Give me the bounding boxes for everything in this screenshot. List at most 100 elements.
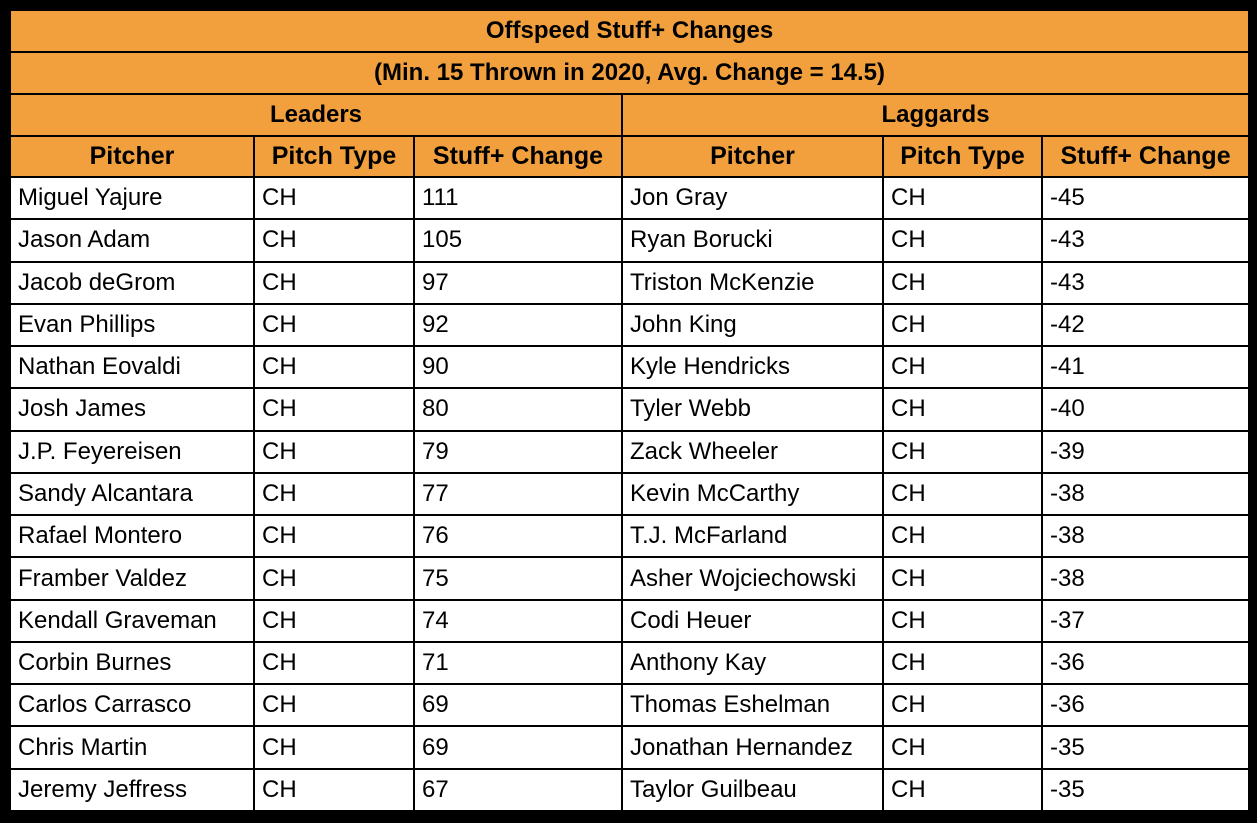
table-row: Carlos Carrasco CH 69 Thomas Eshelman CH -36: [9, 683, 1251, 728]
laggards-stuff-change-header: Stuff+ Change: [1040, 135, 1251, 178]
table-body: Miguel Yajure CH 111 Jon Gray CH -45 Jason Ada…: [9, 175, 1251, 813]
subtitle-row: (Min. 15 Thrown in 2020, Avg. Change = 1…: [8, 51, 1251, 95]
laggards-pitcher-cell: T.J. McFarland: [621, 514, 884, 559]
leaders-heading: Leaders: [9, 93, 623, 137]
leaders-stuff-change-cell: 80: [413, 387, 623, 432]
laggards-stuff-change-cell: -36: [1040, 640, 1251, 686]
leaders-pitch-type-cell: CH: [253, 683, 415, 728]
laggards-pitch-type-cell: CH: [882, 429, 1043, 474]
laggards-stuff-change-cell: -43: [1040, 260, 1251, 305]
leaders-pitch-type-cell: CH: [253, 640, 415, 686]
laggards-pitcher-cell: Zack Wheeler: [621, 429, 884, 474]
table-row: Miguel Yajure CH 111 Jon Gray CH -45: [9, 175, 1251, 221]
leaders-stuff-change-cell: 111: [413, 175, 623, 221]
leaders-pitch-type-cell: CH: [253, 387, 415, 432]
leaders-pitcher-cell: Miguel Yajure: [9, 175, 255, 221]
table-row: Jeremy Jeffress CH 67 Taylor Guilbeau CH -35: [9, 767, 1251, 813]
leaders-pitcher-cell: Framber Valdez: [9, 556, 255, 601]
laggards-stuff-change-cell: -42: [1040, 302, 1251, 348]
leaders-pitcher-cell: Kendall Graveman: [9, 598, 255, 643]
leaders-stuff-change-cell: 69: [413, 725, 623, 770]
leaders-pitch-type-cell: CH: [253, 429, 415, 474]
leaders-pitch-type-cell: CH: [253, 514, 415, 559]
leaders-pitch-type-cell: CH: [253, 598, 415, 643]
laggards-pitch-type-cell: CH: [882, 514, 1043, 559]
laggards-heading: Laggards: [620, 93, 1251, 137]
leaders-pitcher-cell: Evan Phillips: [9, 302, 255, 348]
laggards-pitch-type-cell: CH: [882, 471, 1043, 517]
laggards-stuff-change-cell: -43: [1040, 218, 1251, 263]
leaders-stuff-change-cell: 92: [413, 302, 623, 348]
leaders-pitcher-header: Pitcher: [9, 135, 255, 178]
laggards-pitch-type-cell: CH: [882, 640, 1043, 686]
laggards-stuff-change-cell: -45: [1040, 175, 1251, 221]
table-row: Sandy Alcantara CH 77 Kevin McCarthy CH -38: [9, 471, 1251, 517]
laggards-pitcher-cell: Ryan Borucki: [621, 218, 884, 263]
leaders-pitcher-cell: Jeremy Jeffress: [9, 767, 255, 813]
table-row: Chris Martin CH 69 Jonathan Hernandez CH -35: [9, 725, 1251, 770]
leaders-stuff-change-cell: 79: [413, 429, 623, 474]
laggards-stuff-change-cell: -37: [1040, 598, 1251, 643]
laggards-pitcher-cell: Codi Heuer: [621, 598, 884, 643]
laggards-pitch-type-cell: CH: [882, 345, 1043, 390]
laggards-pitcher-cell: Triston McKenzie: [621, 260, 884, 305]
leaders-pitch-type-cell: CH: [253, 260, 415, 305]
group-header-row: Leaders Laggards: [9, 93, 1251, 137]
laggards-stuff-change-cell: -36: [1040, 683, 1251, 728]
column-header-row: Pitcher Pitch Type Stuff+ Change Pitcher…: [9, 135, 1251, 178]
laggards-stuff-change-cell: -38: [1040, 556, 1251, 601]
laggards-stuff-change-cell: -38: [1040, 471, 1251, 517]
table-row: Evan Phillips CH 92 John King CH -42: [9, 302, 1251, 348]
table-row: Nathan Eovaldi CH 90 Kyle Hendricks CH -41: [9, 345, 1251, 390]
leaders-pitcher-cell: Nathan Eovaldi: [9, 345, 255, 390]
leaders-pitch-type-cell: CH: [253, 725, 415, 770]
stuff-changes-table: Offspeed Stuff+ Changes (Min. 15 Thrown …: [8, 9, 1251, 813]
leaders-pitcher-cell: Corbin Burnes: [9, 640, 255, 686]
leaders-stuff-change-cell: 105: [413, 218, 623, 263]
laggards-pitch-type-cell: CH: [882, 683, 1043, 728]
laggards-pitch-type-cell: CH: [882, 260, 1043, 305]
leaders-pitch-type-cell: CH: [253, 767, 415, 813]
table-row: Kendall Graveman CH 74 Codi Heuer CH -37: [9, 598, 1251, 643]
leaders-stuff-change-cell: 77: [413, 471, 623, 517]
laggards-stuff-change-cell: -40: [1040, 387, 1251, 432]
laggards-pitcher-cell: Tyler Webb: [621, 387, 884, 432]
leaders-stuff-change-cell: 75: [413, 556, 623, 601]
laggards-pitch-type-cell: CH: [882, 725, 1043, 770]
leaders-stuff-change-cell: 97: [413, 260, 623, 305]
laggards-pitcher-cell: Jon Gray: [621, 175, 884, 221]
laggards-pitch-type-cell: CH: [882, 175, 1043, 221]
leaders-pitcher-cell: Josh James: [9, 387, 255, 432]
table-row: Jason Adam CH 105 Ryan Borucki CH -43: [9, 218, 1251, 263]
laggards-pitcher-cell: John King: [621, 302, 884, 348]
leaders-pitcher-cell: Carlos Carrasco: [9, 683, 255, 728]
leaders-pitch-type-cell: CH: [253, 471, 415, 517]
laggards-pitcher-cell: Asher Wojciechowski: [621, 556, 884, 601]
table-row: Framber Valdez CH 75 Asher Wojciechowski CH -…: [9, 556, 1251, 601]
leaders-pitcher-cell: Jason Adam: [9, 218, 255, 263]
laggards-pitch-type-cell: CH: [882, 767, 1043, 813]
title-row: Offspeed Stuff+ Changes: [8, 9, 1251, 53]
laggards-pitcher-cell: Jonathan Hernandez: [621, 725, 884, 770]
table-row: Corbin Burnes CH 71 Anthony Kay CH -36: [9, 640, 1251, 686]
leaders-stuff-change-cell: 69: [413, 683, 623, 728]
leaders-pitch-type-cell: CH: [253, 302, 415, 348]
table-title: Offspeed Stuff+ Changes: [8, 9, 1251, 53]
laggards-pitch-type-cell: CH: [882, 556, 1043, 601]
leaders-stuff-change-cell: 90: [413, 345, 623, 390]
leaders-pitch-type-cell: CH: [253, 175, 415, 221]
leaders-stuff-change-cell: 74: [413, 598, 623, 643]
laggards-pitch-type-header: Pitch Type: [882, 135, 1043, 178]
leaders-pitcher-cell: Rafael Montero: [9, 514, 255, 559]
laggards-stuff-change-cell: -38: [1040, 514, 1251, 559]
leaders-pitcher-cell: J.P. Feyereisen: [9, 429, 255, 474]
laggards-pitch-type-cell: CH: [882, 302, 1043, 348]
laggards-pitch-type-cell: CH: [882, 598, 1043, 643]
table-row: J.P. Feyereisen CH 79 Zack Wheeler CH -39: [9, 429, 1251, 474]
leaders-pitcher-cell: Sandy Alcantara: [9, 471, 255, 517]
table-subtitle: (Min. 15 Thrown in 2020, Avg. Change = 1…: [8, 51, 1251, 95]
laggards-stuff-change-cell: -41: [1040, 345, 1251, 390]
laggards-pitch-type-cell: CH: [882, 218, 1043, 263]
leaders-stuff-change-cell: 71: [413, 640, 623, 686]
